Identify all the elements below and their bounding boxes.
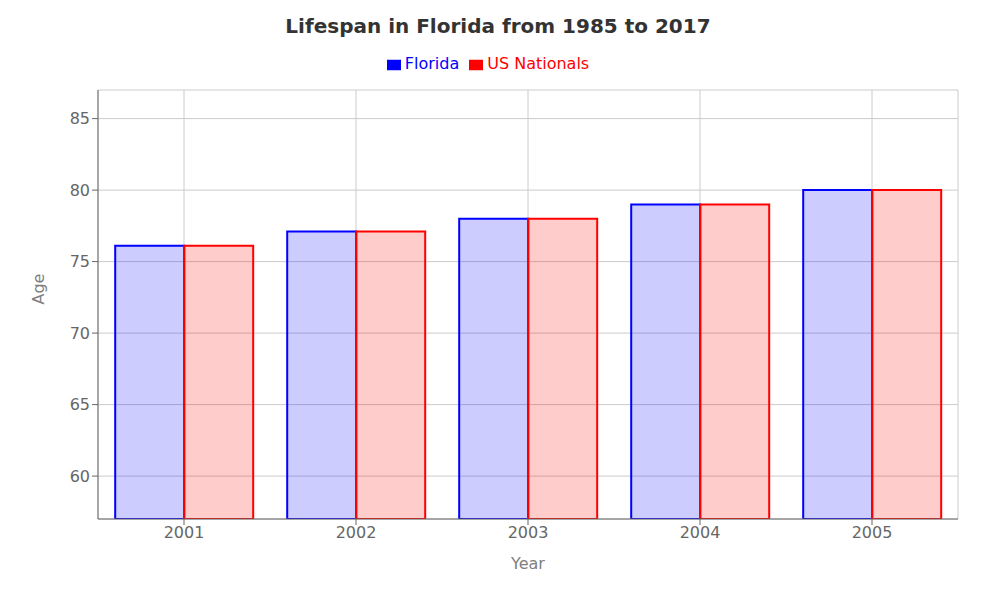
svg-text:80: 80	[70, 181, 90, 200]
svg-text:Age: Age	[29, 274, 48, 305]
html-text:Lifespan in Florida from 1985: Lifespan in Florida from 1985 to 2017	[285, 14, 711, 38]
svg-text:70: 70	[70, 324, 90, 343]
svg-text:75: 75	[70, 252, 90, 271]
svg-text:2001: 2001	[164, 523, 205, 542]
svg-text:Year: Year	[510, 554, 545, 573]
svg-text:2003: 2003	[508, 523, 549, 542]
svg-text:2002: 2002	[336, 523, 377, 542]
svg-text:65: 65	[70, 395, 90, 414]
svg-text:60: 60	[70, 467, 90, 486]
svg-text:85: 85	[70, 109, 90, 128]
html-text:Florida: Florida	[404, 54, 460, 73]
svg-text:2004: 2004	[680, 523, 721, 542]
html-text:US Nationals: US Nationals	[487, 54, 590, 73]
svg-text:2005: 2005	[852, 523, 893, 542]
